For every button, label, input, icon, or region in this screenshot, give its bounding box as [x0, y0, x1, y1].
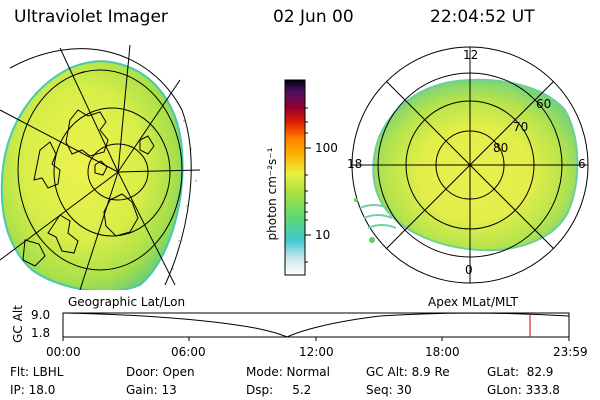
status-filter: Flt: LBHL	[10, 365, 64, 379]
colorbar-unit-label: photon cm⁻²s⁻¹	[265, 147, 279, 241]
altitude-trace	[62, 312, 570, 338]
geographic-label: Geographic Lat/Lon	[68, 295, 186, 309]
status-seq: Seq: 30	[366, 383, 412, 397]
strip-xtick-3: 18:00	[425, 345, 460, 359]
mlat-label-60: 60	[536, 97, 552, 111]
strip-xtick-1: 06:00	[171, 345, 206, 359]
strip-ylabel: GC Alt	[11, 305, 25, 343]
colorbar	[284, 79, 311, 276]
date-label: 02 Jun 00	[273, 7, 354, 27]
instrument-title: Ultraviolet Imager	[14, 7, 168, 27]
mlat-label-70: 70	[513, 120, 529, 134]
status-glat: GLat: 82.9	[487, 365, 554, 379]
mlt-label-6: 6	[578, 157, 586, 171]
status-gc-alt: GC Alt: 8.9 Re	[366, 365, 450, 379]
strip-ytick-top: 9.0	[31, 308, 51, 322]
auroral-emission-left	[0, 60, 184, 290]
status-dsp: Dsp: 5.2	[246, 383, 312, 397]
strip-ytick-bottom: 1.8	[31, 326, 51, 340]
status-mode: Mode: Normal	[246, 365, 330, 379]
colorbar-tick-100: 100	[315, 141, 338, 155]
polar-panel	[351, 46, 589, 284]
strip-xtick-0: 00:00	[46, 345, 81, 359]
apex-label: Apex MLat/MLT	[428, 295, 518, 309]
status-gain: Gain: 13	[126, 383, 177, 397]
mlt-label-0: 0	[465, 263, 473, 277]
altitude-strip	[62, 312, 570, 341]
strip-xtick-4: 23:59	[553, 345, 588, 359]
time-label: 22:04:52 UT	[430, 7, 535, 27]
status-ip: IP: 18.0	[10, 383, 56, 397]
mlat-label-80: 80	[493, 141, 509, 155]
mlt-label-18: 18	[347, 157, 363, 171]
colorbar-tick-10: 10	[315, 228, 331, 242]
status-glon: GLon: 333.8	[487, 383, 560, 397]
geographic-panel	[0, 45, 200, 290]
status-door: Door: Open	[126, 365, 195, 379]
mlt-label-12: 12	[463, 48, 479, 62]
strip-xtick-2: 12:00	[299, 345, 334, 359]
